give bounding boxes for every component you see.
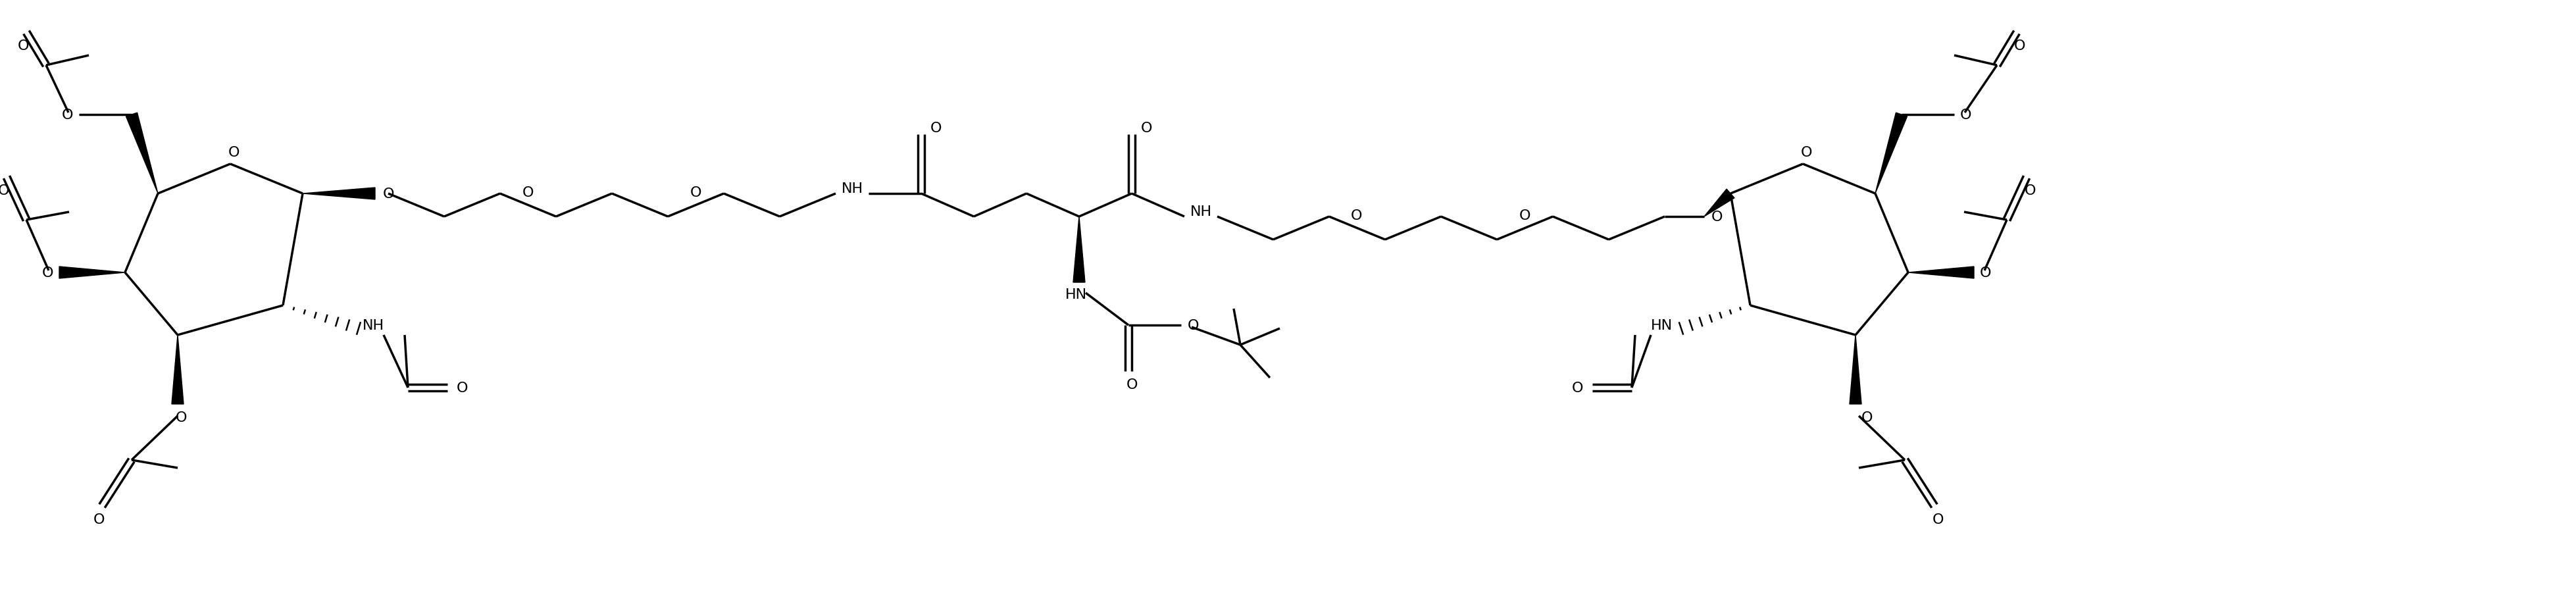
Text: O: O [18,40,28,52]
Polygon shape [301,188,376,200]
Text: O: O [930,121,940,135]
Text: O: O [1350,209,1363,222]
Text: O: O [1932,513,1942,526]
Text: O: O [1571,381,1584,395]
Text: O: O [690,186,701,199]
Text: O: O [2014,40,2025,52]
Text: HN: HN [1064,288,1087,301]
Text: O: O [523,186,533,199]
Text: O: O [227,146,240,159]
Text: O: O [1520,209,1530,222]
Polygon shape [1875,113,1906,194]
Text: HN: HN [1651,319,1672,332]
Text: O: O [93,513,106,526]
Text: O: O [62,109,72,121]
Polygon shape [1705,190,1734,217]
Text: O: O [1801,146,1811,159]
Text: O: O [1862,411,1873,424]
Polygon shape [1074,217,1084,282]
Text: NH: NH [842,182,863,195]
Text: O: O [0,184,10,197]
Text: NH: NH [1190,205,1211,218]
Text: O: O [41,266,54,279]
Text: O: O [1141,121,1151,135]
Text: O: O [1126,378,1139,391]
Text: O: O [1710,210,1723,223]
Polygon shape [173,336,183,404]
Polygon shape [126,113,157,194]
Polygon shape [59,267,126,279]
Text: NH: NH [363,319,384,332]
Polygon shape [1909,267,1973,279]
Polygon shape [1850,336,1862,404]
Text: O: O [2025,184,2035,197]
Text: O: O [381,187,394,201]
Text: O: O [456,381,469,395]
Text: O: O [1981,266,1991,279]
Text: O: O [1188,319,1198,332]
Text: O: O [175,411,185,424]
Text: O: O [1960,109,1971,121]
